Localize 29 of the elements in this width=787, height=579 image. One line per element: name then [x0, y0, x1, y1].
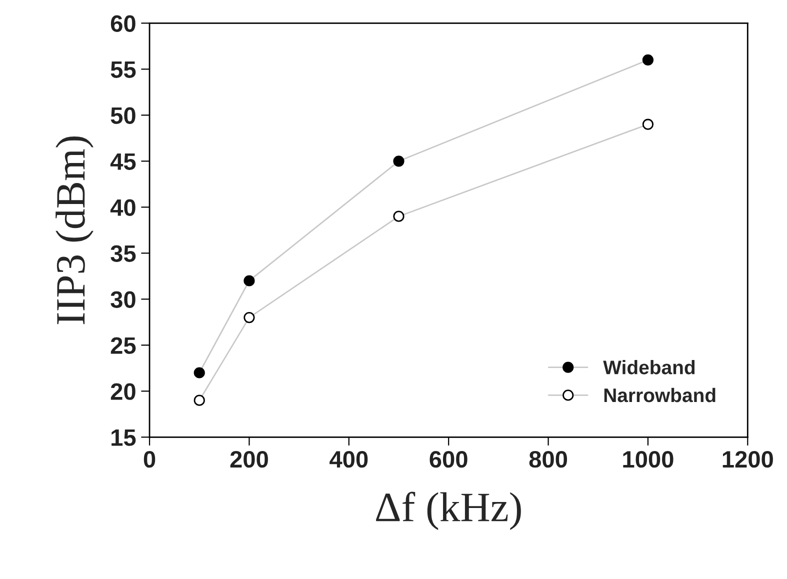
y-tick-label: 35: [110, 245, 136, 262]
x-tick-label: 800: [529, 450, 568, 468]
legend-label: Wideband: [603, 360, 695, 374]
x-tick-label: 1200: [722, 450, 773, 468]
y-axis-title: IIP3 (dBm): [56, 136, 94, 324]
y-tick-label: 40: [110, 199, 136, 216]
point: [393, 210, 404, 222]
point: [244, 312, 255, 324]
x-tick-label: 200: [230, 450, 268, 468]
x-axis-title: Δf (kHz): [376, 492, 521, 530]
y-tick-label: 45: [110, 153, 136, 170]
legend-label: Narrowband: [604, 388, 716, 402]
y-tick-label: 15: [112, 429, 136, 446]
point: [393, 156, 404, 167]
x-tick-label: 1000: [623, 450, 674, 468]
y-tick-label: 20: [110, 383, 136, 400]
point: [194, 367, 205, 378]
point: [244, 275, 255, 286]
y-tick-label: 60: [110, 15, 136, 32]
x-tick-label: 400: [330, 450, 368, 468]
x-tick-label: 600: [430, 450, 468, 468]
point: [194, 394, 205, 406]
y-tick-label: 55: [110, 61, 136, 78]
point: [642, 118, 654, 130]
y-tick-label: 30: [110, 291, 136, 308]
y-tick-label: 25: [110, 337, 136, 354]
x-tick-label: 0: [144, 450, 156, 468]
y-tick-label: 50: [110, 107, 136, 124]
point: [642, 54, 654, 66]
